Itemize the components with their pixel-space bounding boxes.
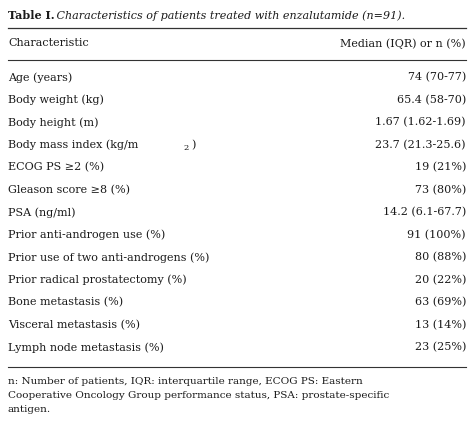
Text: 23.7 (21.3-25.6): 23.7 (21.3-25.6) (375, 140, 466, 150)
Text: 19 (21%): 19 (21%) (415, 162, 466, 172)
Text: 63 (69%): 63 (69%) (415, 297, 466, 307)
Text: Age (years): Age (years) (8, 72, 72, 83)
Text: 80 (88%): 80 (88%) (415, 252, 466, 262)
Text: Characteristic: Characteristic (8, 38, 89, 48)
Text: PSA (ng/ml): PSA (ng/ml) (8, 207, 75, 217)
Text: Body height (m): Body height (m) (8, 117, 99, 128)
Text: Prior anti-androgen use (%): Prior anti-androgen use (%) (8, 229, 165, 240)
Text: Body mass index (kg/m: Body mass index (kg/m (8, 140, 138, 150)
Text: 13 (14%): 13 (14%) (415, 319, 466, 330)
Text: n: Number of patients, IQR: interquartile range, ECOG PS: Eastern: n: Number of patients, IQR: interquartil… (8, 377, 363, 386)
Text: Lymph node metastasis (%): Lymph node metastasis (%) (8, 342, 164, 353)
Text: 73 (80%): 73 (80%) (415, 184, 466, 195)
Text: ): ) (191, 140, 195, 150)
Text: 23 (25%): 23 (25%) (415, 342, 466, 352)
Text: 14.2 (6.1-67.7): 14.2 (6.1-67.7) (383, 207, 466, 217)
Text: ECOG PS ≥2 (%): ECOG PS ≥2 (%) (8, 162, 104, 172)
Text: Prior radical prostatectomy (%): Prior radical prostatectomy (%) (8, 274, 187, 285)
Text: Prior use of two anti-androgens (%): Prior use of two anti-androgens (%) (8, 252, 210, 262)
Text: Gleason score ≥8 (%): Gleason score ≥8 (%) (8, 184, 130, 195)
Text: 1.67 (1.62-1.69): 1.67 (1.62-1.69) (375, 117, 466, 127)
Text: 74 (70-77): 74 (70-77) (408, 72, 466, 82)
Text: antigen.: antigen. (8, 404, 51, 413)
Text: 65.4 (58-70): 65.4 (58-70) (397, 95, 466, 105)
Text: Median (IQR) or n (%): Median (IQR) or n (%) (340, 38, 466, 48)
Text: Visceral metastasis (%): Visceral metastasis (%) (8, 319, 140, 330)
Text: 2: 2 (183, 143, 188, 152)
Text: Cooperative Oncology Group performance status, PSA: prostate-specific: Cooperative Oncology Group performance s… (8, 390, 389, 399)
Text: Bone metastasis (%): Bone metastasis (%) (8, 297, 123, 307)
Text: 20 (22%): 20 (22%) (415, 274, 466, 285)
Text: Body weight (kg): Body weight (kg) (8, 95, 104, 105)
Text: Table I.: Table I. (8, 10, 55, 21)
Text: 91 (100%): 91 (100%) (408, 229, 466, 240)
Text: Characteristics of patients treated with enzalutamide (n=91).: Characteristics of patients treated with… (53, 10, 405, 21)
